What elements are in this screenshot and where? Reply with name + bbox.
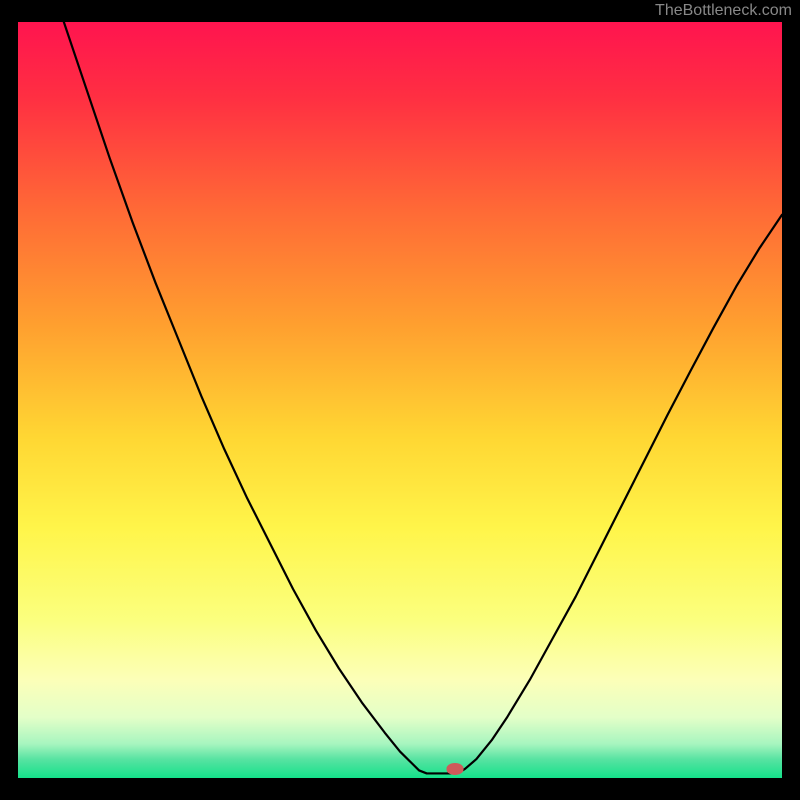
bottleneck-marker	[447, 763, 464, 775]
bottleneck-curve	[18, 22, 782, 778]
plot-area	[18, 22, 782, 778]
watermark-text: TheBottleneck.com	[655, 2, 792, 20]
